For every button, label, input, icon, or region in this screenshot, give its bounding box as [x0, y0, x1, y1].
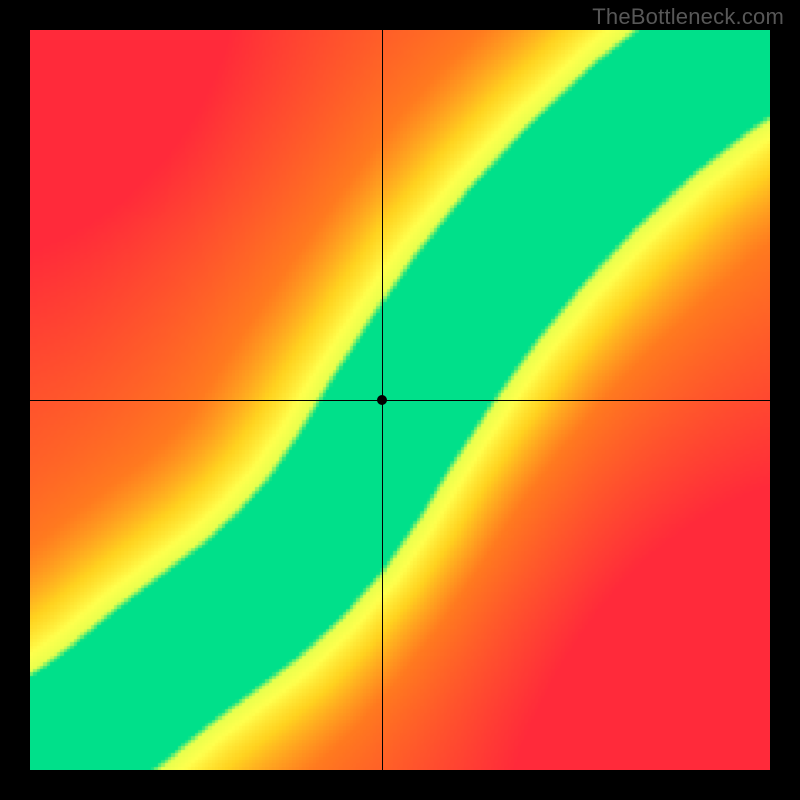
marker-dot [377, 395, 387, 405]
plot-area [30, 30, 770, 770]
crosshair-horizontal [30, 400, 770, 401]
watermark-text: TheBottleneck.com [592, 4, 784, 30]
figure-container: TheBottleneck.com [0, 0, 800, 800]
